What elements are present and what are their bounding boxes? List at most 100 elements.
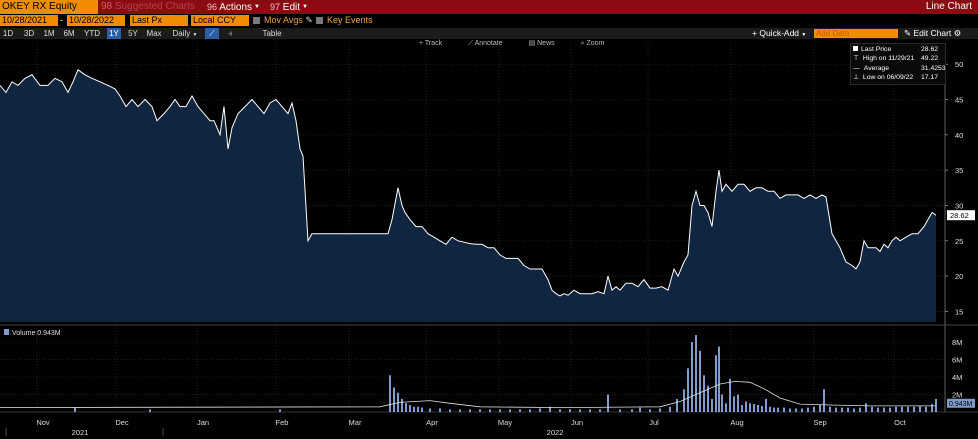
volume-bar: [683, 389, 685, 412]
volume-average-line: [0, 380, 936, 409]
volume-bar: [769, 406, 771, 412]
volume-bar: [509, 409, 511, 412]
end-date-field[interactable]: 10/28/2022: [67, 15, 125, 26]
volume-tick-label: 4M: [952, 373, 962, 382]
month-label: Jan: [197, 418, 209, 427]
line-chart-icon[interactable]: ⟋: [205, 28, 219, 39]
volume-bar: [439, 408, 441, 412]
annotate-tool[interactable]: ⟋ Annotate: [468, 40, 503, 47]
month-label: Nov: [36, 418, 50, 427]
period-ytd[interactable]: YTD: [84, 29, 100, 38]
currency-select[interactable]: Local CCY: [191, 15, 249, 26]
volume-bar: [421, 407, 423, 412]
gear-icon[interactable]: ⚙: [953, 28, 962, 38]
price-tick-label: 50: [955, 60, 963, 69]
checkbox-icon: [253, 17, 260, 24]
volume-swatch: [4, 329, 9, 335]
chevron-down-icon: ▼: [254, 4, 260, 11]
chart-area[interactable]: 15 20 25 30 35 40 45 50 28.62 2M 4M 6M 8M 0.943M Nov De…: [0, 39, 978, 439]
volume-bar: [695, 335, 697, 412]
last-price-marker: [947, 210, 975, 221]
volume-bar: [499, 409, 501, 412]
edit-menu[interactable]: 97 Edit ▼: [270, 2, 308, 13]
period-1y[interactable]: 1Y: [107, 28, 121, 39]
volume-bar: [883, 407, 885, 412]
volume-bar: [459, 409, 461, 412]
volume-bar: [469, 409, 471, 412]
volume-bar: [777, 407, 779, 412]
last-volume-marker: [947, 398, 975, 408]
volume-bar: [413, 406, 415, 412]
start-date-field[interactable]: 10/28/2021: [0, 15, 58, 26]
volume-bar: [519, 409, 521, 412]
controls-bar: 10/28/2021 - 10/28/2022 Last Px Local CC…: [0, 14, 978, 28]
year-label: 2021: [72, 428, 89, 437]
volume-bar: [711, 398, 713, 412]
period-1m[interactable]: 1M: [43, 29, 55, 38]
volume-bar: [889, 407, 891, 412]
volume-bar: [745, 401, 747, 412]
price-field-select[interactable]: Last Px: [130, 15, 188, 26]
quick-add-button[interactable]: + Quick-Add ▼: [752, 28, 807, 38]
actions-menu[interactable]: 96 Actions ▼: [207, 2, 260, 13]
price-chart[interactable]: 15 20 25 30 35 40 45 50 28.62 2M 4M 6M 8M 0.943M Nov De…: [0, 39, 978, 439]
zoom-tool[interactable]: ⌕ Zoom: [580, 40, 605, 47]
volume-bar: [925, 406, 927, 412]
table-button[interactable]: Table: [262, 29, 282, 38]
year-label: 2022: [547, 428, 564, 437]
chart-toolbar: + Track ⟋ Annotate ▤ News ⌕ Zoom: [419, 39, 628, 49]
volume-bar: [607, 394, 609, 412]
month-label: Aug: [730, 418, 743, 427]
news-tool[interactable]: ▤ News: [528, 40, 555, 47]
price-tick-label: 15: [955, 307, 963, 316]
period-max[interactable]: Max: [146, 29, 162, 38]
volume-bar: [659, 408, 661, 412]
date-separator: -: [60, 15, 63, 25]
price-tick-label: 20: [955, 272, 963, 281]
volume-bar: [801, 408, 803, 412]
add-data-input[interactable]: Add Data: [814, 29, 898, 38]
volume-bar: [393, 387, 395, 412]
volume-bar: [733, 396, 735, 412]
volume-bar: [895, 406, 897, 412]
period-5y[interactable]: 5Y: [128, 29, 138, 38]
volume-bar: [753, 404, 755, 412]
volume-bar: [149, 409, 151, 412]
edit-chart-button[interactable]: ✎ Edit Chart ⚙: [904, 28, 962, 38]
volume-bar: [865, 403, 867, 412]
pencil-icon[interactable]: ✎: [305, 15, 313, 25]
volume-bar: [729, 378, 731, 412]
volume-bar: [715, 355, 717, 412]
volume-bar: [549, 406, 551, 412]
mov-avgs-toggle[interactable]: Mov Avgs ✎: [253, 15, 313, 26]
volume-bar: [569, 409, 571, 412]
volume-bar: [409, 405, 411, 412]
month-label: Jul: [649, 418, 659, 427]
chart-style-icon[interactable]: ⫞: [228, 29, 232, 38]
key-events-toggle[interactable]: Key Events: [316, 15, 373, 26]
volume-bar: [539, 408, 541, 412]
suggested-charts-button[interactable]: 98 Suggested Charts: [101, 1, 195, 12]
period-6m[interactable]: 6M: [63, 29, 75, 38]
period-1d[interactable]: 1D: [2, 29, 14, 38]
frequency-select[interactable]: Daily ▼: [172, 29, 198, 38]
volume-bar: [669, 406, 671, 412]
volume-bar: [397, 392, 399, 412]
price-area: [0, 69, 936, 322]
volume-bar: [489, 409, 491, 412]
volume-bar: [841, 407, 843, 412]
price-tick-label: 35: [955, 166, 963, 175]
volume-bar: [913, 406, 915, 412]
volume-bar: [783, 407, 785, 412]
ticker-field[interactable]: OKEY RX Equity: [0, 0, 98, 14]
last-price-label: 28.62: [950, 211, 969, 220]
volume-bar: [807, 407, 809, 412]
price-legend: Last Price 28.62 ⊤ High on 11/29/21 49.22 —…: [850, 43, 946, 85]
title-bar: OKEY RX Equity 98 Suggested Charts 96 Ac…: [0, 0, 978, 14]
period-3d[interactable]: 3D: [23, 29, 35, 38]
volume-bar: [74, 407, 76, 412]
volume-bar: [721, 394, 723, 412]
chart-type-title: Line Chart: [925, 1, 972, 12]
volume-bar: [401, 398, 403, 412]
track-tool[interactable]: + Track: [419, 40, 443, 47]
